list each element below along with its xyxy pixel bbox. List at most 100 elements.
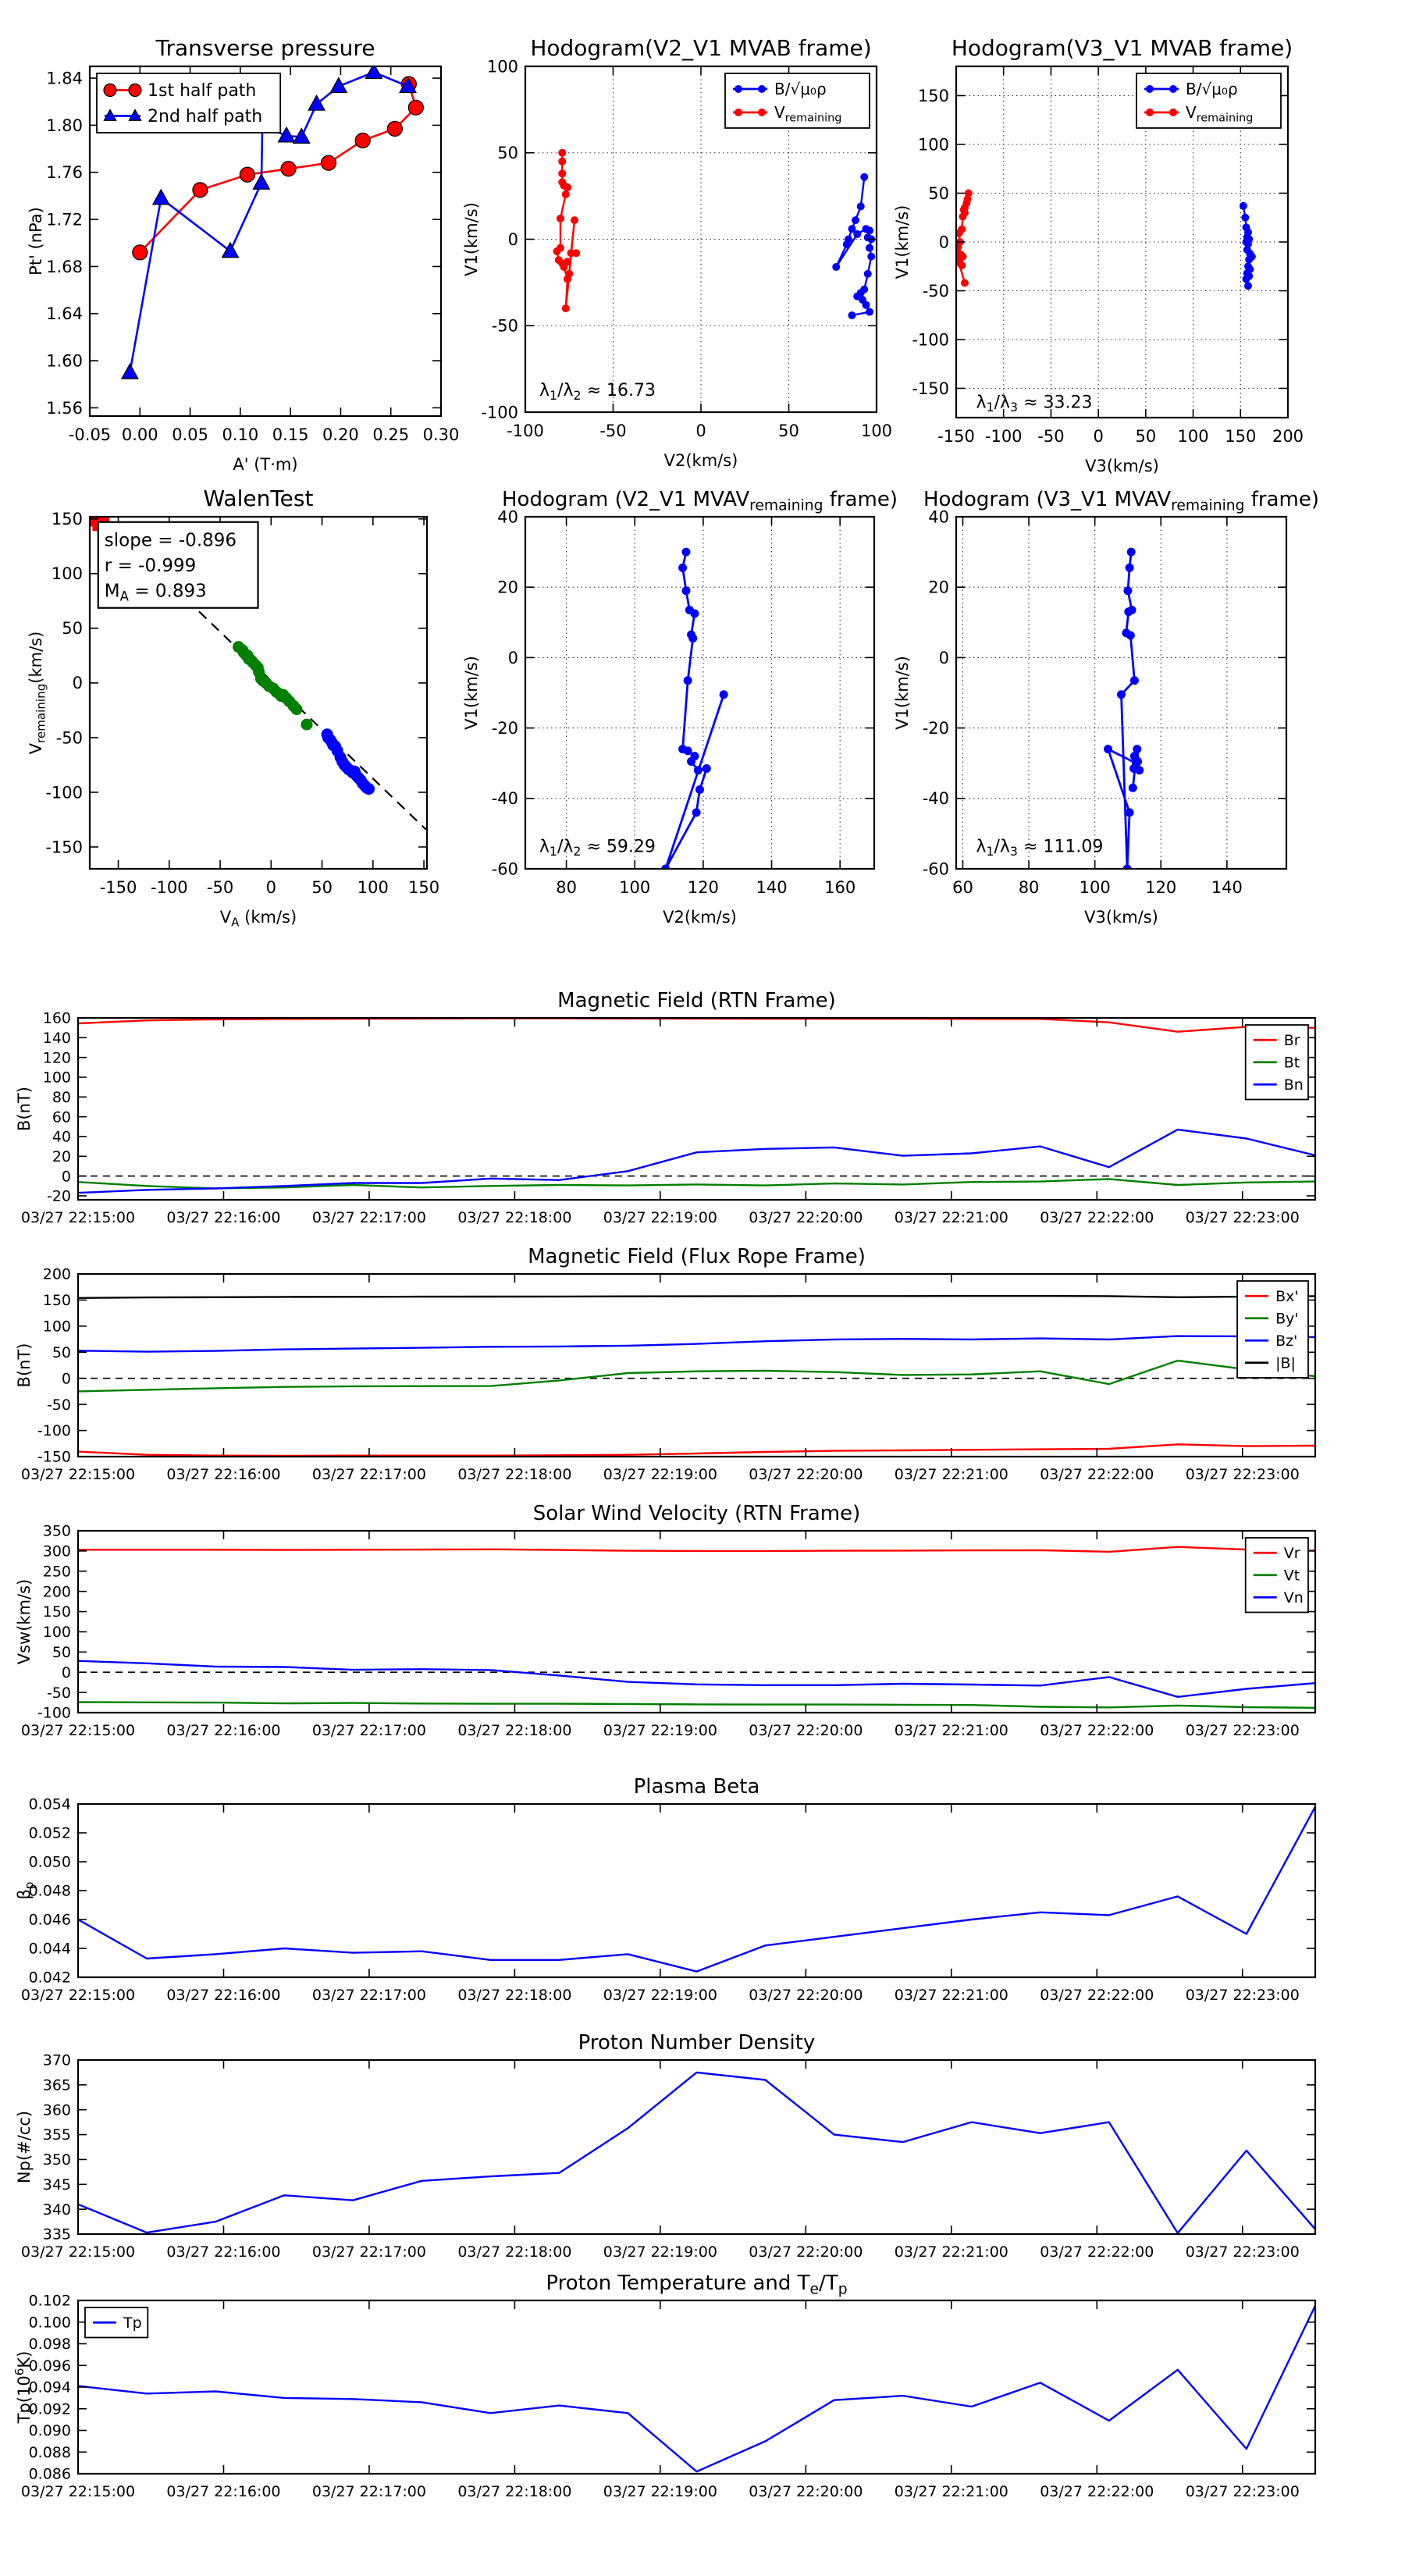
x-tick-label: -150 <box>937 427 975 446</box>
series-layer <box>955 189 1256 290</box>
x-axis-label: V3(km/s) <box>1084 908 1158 927</box>
legend-label: Bz' <box>1275 1332 1297 1350</box>
x-tick-labels: 03/27 22:15:00 03/27 22:16:00 03/27 22:17:… <box>21 2243 1300 2261</box>
x-tick-label: 03/27 22:22:00 <box>1040 2483 1154 2500</box>
y-tick-label: 0.102 <box>29 2293 71 2310</box>
x-tick-labels: -0.05 0.00 0.05 0.10 0.15 0.20 0.25 0.30 <box>69 425 460 444</box>
x-tick-label: 03/27 22:19:00 <box>603 1987 717 2004</box>
x-tick-label: 03/27 22:18:00 <box>457 1209 571 1226</box>
y-tick-label: 350 <box>43 1523 71 1540</box>
y-tick-label: 0.042 <box>29 1969 71 1987</box>
series-layer <box>77 1017 1316 1194</box>
y-tick-label: 20 <box>928 578 949 597</box>
y-tick-label: 100 <box>52 564 83 583</box>
y-tick-labels: 0.042 0.044 0.046 0.048 0.050 0.052 0.054 <box>29 1796 71 1987</box>
y-tick-label: -40 <box>492 789 518 808</box>
x-tick-labels: 03/27 22:15:00 03/27 22:16:00 03/27 22:17:… <box>21 1987 1300 2004</box>
y-tick-label: -100 <box>45 783 83 802</box>
x-tick-labels: -150 -100 -50 0 50 100 150 <box>100 878 439 897</box>
chart-title: Magnetic Field (Flux Rope Frame) <box>528 1245 866 1268</box>
series-np <box>77 2071 1316 2234</box>
series-tp <box>77 2305 1316 2473</box>
x-tick-label: 03/27 22:15:00 <box>21 1466 135 1483</box>
y-tick-labels: -60 -40 -20 0 20 40 <box>923 507 949 878</box>
x-tick-label: 03/27 22:15:00 <box>21 2243 135 2261</box>
annotation-text: λ1/λ3 ≈ 111.09 <box>976 837 1103 859</box>
y-axis-label: Vremaining(km/s) <box>27 632 48 755</box>
y-tick-label: -60 <box>923 859 949 878</box>
x-tick-label: 80 <box>556 878 577 897</box>
y-tick-label: 1.68 <box>46 258 83 276</box>
y-tick-label: 0.092 <box>29 2400 71 2418</box>
y-tick-label: 120 <box>43 1049 71 1066</box>
legend-label: By' <box>1275 1310 1299 1327</box>
x-tick-label: 03/27 22:20:00 <box>749 1987 863 2004</box>
legend-label: Vr <box>1284 1545 1300 1562</box>
grid <box>525 517 874 869</box>
y-tick-label: -20 <box>492 719 518 738</box>
x-tick-label: 03/27 22:22:00 <box>1040 2243 1154 2261</box>
y-tick-label: -100 <box>37 1422 71 1439</box>
plasma-beta-plot: 03/27 22:15:00 03/27 22:16:00 03/27 22:17:… <box>15 1775 1317 2004</box>
series-layer <box>77 1295 1316 1457</box>
x-tick-label: 03/27 22:23:00 <box>1186 2243 1300 2261</box>
y-tick-label: 1.60 <box>46 351 83 370</box>
series-v-remaining-path-markers <box>661 547 728 870</box>
chart-title: Hodogram(V2_V1 MVAB frame) <box>530 35 871 61</box>
y-tick-label: -20 <box>923 719 949 738</box>
y-axis-label: Np(#/cc) <box>15 2111 34 2183</box>
y-tick-label: 0.096 <box>29 2357 71 2375</box>
x-tick-label: 100 <box>861 422 892 440</box>
y-tick-label: 1.80 <box>46 116 83 135</box>
y-tick-label: 0.044 <box>29 1941 71 1958</box>
y-tick-label: 300 <box>43 1543 71 1560</box>
x-axis-label: VA (km/s) <box>220 908 297 930</box>
chart-title: Solar Wind Velocity (RTN Frame) <box>533 1502 860 1525</box>
x-tick-label: -50 <box>599 422 626 440</box>
axes-frame <box>955 515 1288 870</box>
y-tick-label: 200 <box>43 1266 71 1283</box>
y-tick-label: 0.048 <box>29 1883 71 1900</box>
x-tick-label: 03/27 22:21:00 <box>895 2243 1008 2261</box>
legend-label: Vremaining <box>1186 103 1253 124</box>
series-alfven-velocity-markers <box>832 173 876 319</box>
x-tick-label: 100 <box>619 878 650 897</box>
series-vn <box>77 1660 1315 1698</box>
y-tick-labels: -100 -50 0 50 100 <box>481 57 518 422</box>
x-tick-label: 03/27 22:19:00 <box>603 1722 717 1739</box>
annotation-text: r = -0.999 <box>105 556 197 576</box>
x-tick-label: 50 <box>1135 427 1156 446</box>
y-tick-label: 0.052 <box>29 1825 71 1842</box>
x-tick-label: -50 <box>207 878 233 897</box>
legend: B/√μ₀ρ Vremaining <box>1136 73 1282 129</box>
y-tick-label: -150 <box>37 1449 71 1466</box>
x-tick-label: 03/27 22:21:00 <box>895 1466 1008 1483</box>
x-tick-label: 100 <box>1080 878 1111 897</box>
y-tick-labels: -20 0 20 40 60 80 100 120 140 160 <box>43 1010 71 1205</box>
series-bn <box>77 1128 1316 1194</box>
series-layer <box>77 2305 1316 2473</box>
x-tick-label: 150 <box>1225 427 1256 446</box>
x-tick-labels: 03/27 22:15:00 03/27 22:16:00 03/27 22:17:… <box>21 1722 1300 1739</box>
legend: Vr Vt Vn <box>1244 1537 1309 1614</box>
y-tick-labels: -150 -100 -50 0 50 100 150 <box>45 510 83 856</box>
y-tick-label: 0 <box>62 1168 71 1185</box>
legend-label: 1st half path <box>148 81 256 101</box>
y-axis-label: Vsw(km/s) <box>15 1579 34 1665</box>
hodogram-v2v1-mvab-plot: -100 -50 0 50 100 -100 -50 0 50 100 Hodogram(V2_V1… <box>462 35 892 470</box>
axes-frame <box>88 515 429 870</box>
y-axis-label: Pt' (nPa) <box>27 207 45 276</box>
x-tick-labels: 60 80 100 120 140 <box>952 878 1243 897</box>
series-layer <box>90 516 427 831</box>
x-tick-label: 03/27 22:19:00 <box>603 1466 717 1483</box>
chart-title: Hodogram (V2_V1 MVAVremaining frame) <box>502 488 898 514</box>
x-tick-label: 03/27 22:22:00 <box>1040 1722 1154 1739</box>
y-tick-label: 150 <box>43 1603 71 1621</box>
proton-density-plot: 03/27 22:15:00 03/27 22:16:00 03/27 22:17:… <box>15 2031 1317 2261</box>
solar-wind-velocity-plot: 03/27 22:15:00 03/27 22:16:00 03/27 22:17:… <box>15 1502 1317 1739</box>
x-tick-label: -100 <box>507 422 544 440</box>
y-tick-label: 100 <box>43 1624 71 1641</box>
x-tick-label: 03/27 22:23:00 <box>1186 2483 1300 2500</box>
y-tick-label: 340 <box>43 2201 71 2218</box>
